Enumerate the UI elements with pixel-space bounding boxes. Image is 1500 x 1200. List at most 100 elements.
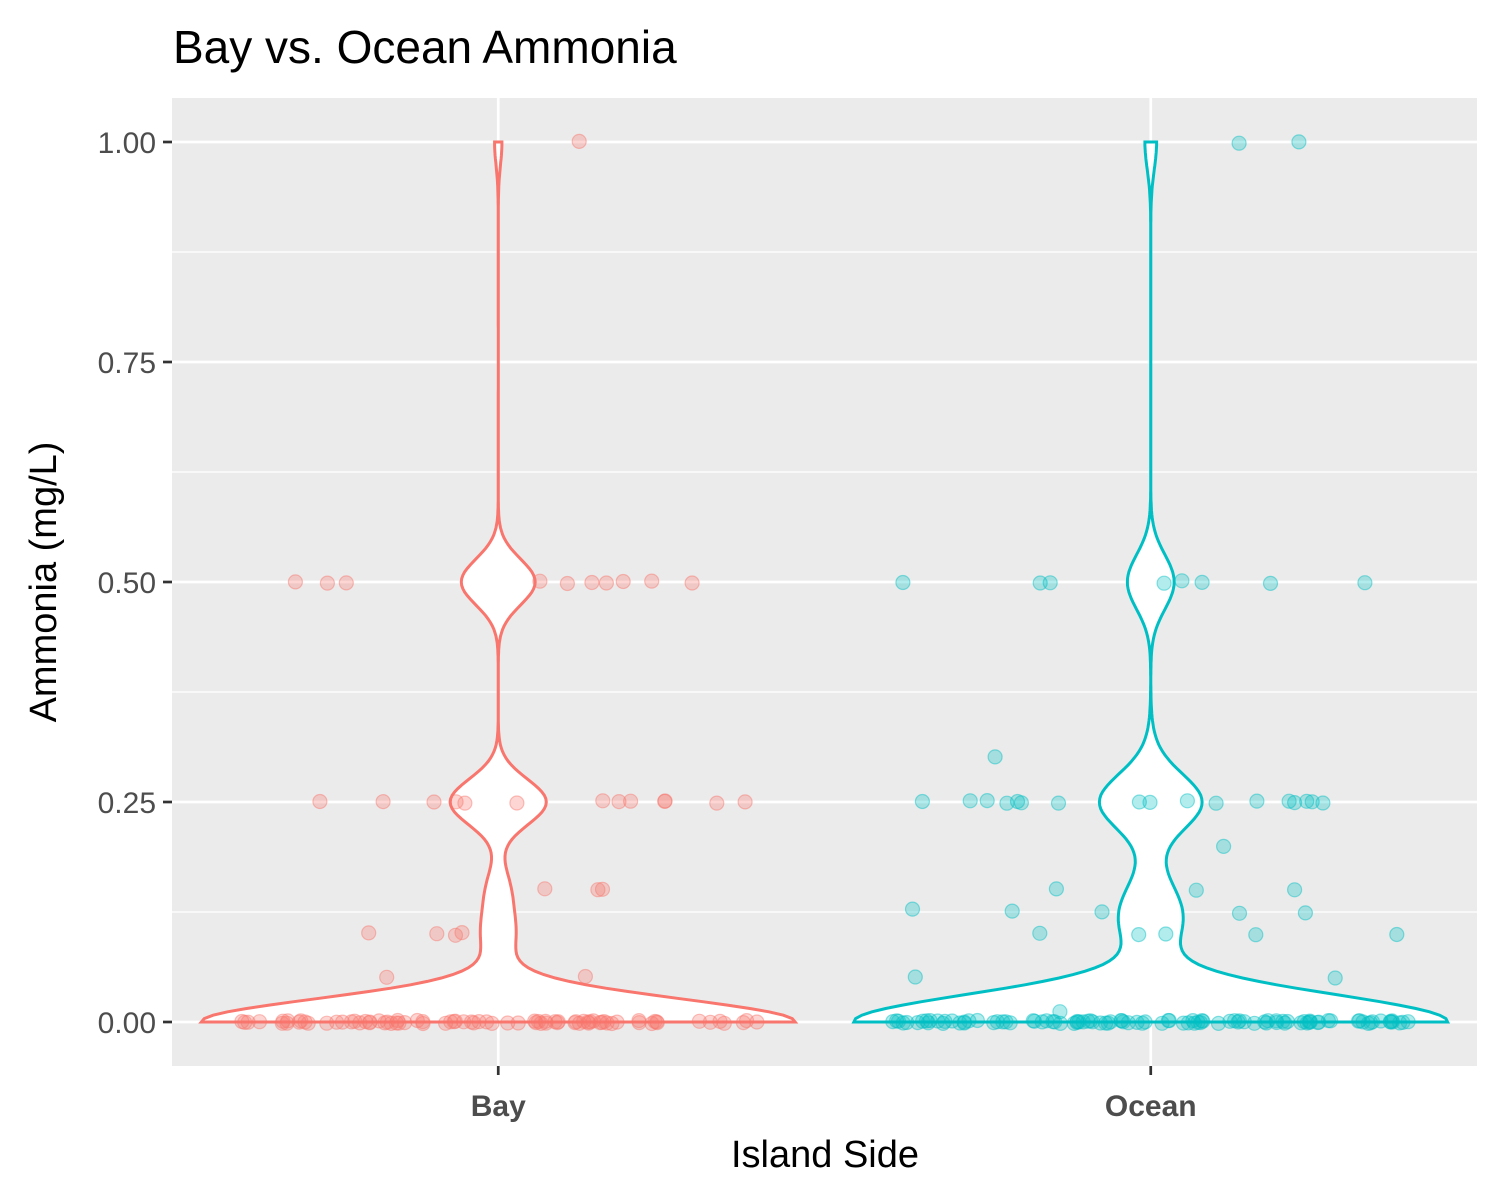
- data-point-bay: [580, 1014, 596, 1030]
- data-point-ocean: [1131, 794, 1148, 810]
- data-point-bay: [532, 573, 548, 589]
- data-point-ocean: [1231, 1013, 1248, 1029]
- y-tick-label: 1.00: [98, 127, 156, 160]
- data-point-bay: [537, 881, 553, 897]
- data-point-ocean: [1137, 1014, 1153, 1030]
- data-point-bay: [737, 794, 753, 810]
- data-point-ocean: [1048, 881, 1065, 897]
- data-point-bay: [547, 1014, 563, 1030]
- data-point-ocean: [1268, 1014, 1285, 1031]
- data-point-bay: [585, 1013, 602, 1029]
- data-point-bay: [609, 1014, 625, 1030]
- data-point-bay: [287, 574, 303, 590]
- data-point-ocean: [1186, 1015, 1203, 1031]
- violin-bay: [198, 140, 799, 1024]
- data-point-bay: [471, 1013, 487, 1030]
- chart-title: Bay vs. Ocean Ammonia: [173, 21, 677, 73]
- data-point-ocean: [998, 1014, 1014, 1030]
- data-point-bay: [466, 1015, 482, 1031]
- data-point-bay: [702, 1014, 718, 1030]
- data-point-ocean: [1360, 1015, 1376, 1032]
- data-point-bay: [312, 793, 328, 810]
- data-point-ocean: [895, 574, 911, 591]
- data-point-ocean: [1194, 574, 1210, 591]
- data-point-ocean: [885, 1013, 901, 1030]
- data-point-ocean: [1084, 1014, 1101, 1030]
- data-point-ocean: [979, 792, 995, 809]
- data-point-bay: [391, 1015, 407, 1031]
- data-point-bay: [300, 1015, 316, 1031]
- data-point-ocean: [1052, 1004, 1068, 1020]
- data-point-bay: [379, 1014, 395, 1030]
- data-point-ocean: [1114, 1013, 1130, 1029]
- data-point-bay: [549, 1014, 566, 1031]
- data-point-bay: [234, 1013, 250, 1030]
- data-point-ocean: [1351, 1013, 1368, 1029]
- data-point-ocean: [1195, 1013, 1211, 1029]
- data-point-ocean: [1188, 882, 1204, 898]
- data-point-ocean: [1002, 1015, 1018, 1031]
- data-point-ocean: [1258, 1015, 1274, 1031]
- data-point-ocean: [930, 1013, 946, 1029]
- data-point-ocean: [1286, 882, 1303, 898]
- data-point-bay: [429, 926, 445, 942]
- data-point-ocean: [989, 1014, 1005, 1030]
- data-point-ocean: [935, 1015, 951, 1032]
- data-point-bay: [735, 1014, 752, 1031]
- data-point-bay: [415, 1013, 431, 1030]
- data-point-ocean: [1032, 925, 1048, 941]
- data-points: [234, 133, 1416, 1032]
- data-point-bay: [334, 1014, 351, 1030]
- data-point-ocean: [1222, 1013, 1238, 1029]
- data-point-ocean: [956, 1014, 973, 1030]
- data-point-bay: [388, 1015, 405, 1031]
- data-point-bay: [592, 1014, 608, 1031]
- data-point-bay: [275, 1013, 291, 1029]
- data-point-ocean: [1395, 1014, 1411, 1031]
- data-point-ocean: [1231, 135, 1247, 151]
- data-point-bay: [426, 794, 442, 810]
- data-point-bay: [251, 1014, 268, 1030]
- data-point-ocean: [1210, 1015, 1227, 1032]
- data-point-ocean: [1004, 903, 1020, 919]
- data-point-ocean: [1281, 793, 1297, 809]
- data-point-bay: [379, 969, 395, 985]
- data-point-bay: [712, 1013, 728, 1030]
- data-point-ocean: [1158, 926, 1174, 942]
- data-point-ocean: [1071, 1014, 1087, 1030]
- data-point-bay: [559, 575, 576, 592]
- data-point-ocean: [1115, 1014, 1131, 1030]
- data-point-bay: [279, 1015, 295, 1031]
- data-point-ocean: [922, 1012, 938, 1029]
- data-point-ocean: [1208, 795, 1224, 811]
- data-point-ocean: [1391, 1015, 1408, 1031]
- data-point-ocean: [1045, 1013, 1061, 1030]
- data-point-ocean: [1156, 575, 1172, 591]
- data-point-ocean: [1038, 1013, 1055, 1029]
- data-point-ocean: [952, 1015, 968, 1031]
- data-point-bay: [582, 1014, 598, 1030]
- data-point-bay: [438, 1015, 454, 1031]
- data-point-ocean: [1236, 1014, 1252, 1030]
- data-point-bay: [362, 1015, 378, 1031]
- data-point-bay: [684, 575, 700, 591]
- data-point-ocean: [1286, 794, 1303, 811]
- data-point-bay: [274, 1015, 290, 1031]
- data-point-ocean: [1134, 1015, 1151, 1031]
- data-point-ocean: [1160, 1012, 1177, 1029]
- data-point-ocean: [1066, 1015, 1082, 1032]
- data-point-ocean: [1142, 794, 1158, 811]
- data-point-bay: [343, 1014, 359, 1030]
- data-point-bay: [291, 1014, 307, 1030]
- data-point-ocean: [1026, 1013, 1043, 1029]
- data-point-ocean: [995, 1014, 1011, 1030]
- data-point-ocean: [1052, 1015, 1069, 1032]
- data-point-bay: [567, 1014, 583, 1031]
- y-tick-label: 0.00: [98, 1007, 156, 1040]
- data-point-ocean: [1009, 793, 1026, 810]
- data-point-bay: [537, 1013, 554, 1030]
- data-point-bay: [463, 1014, 480, 1030]
- data-point-ocean: [1304, 794, 1320, 810]
- data-point-ocean: [1161, 1012, 1177, 1029]
